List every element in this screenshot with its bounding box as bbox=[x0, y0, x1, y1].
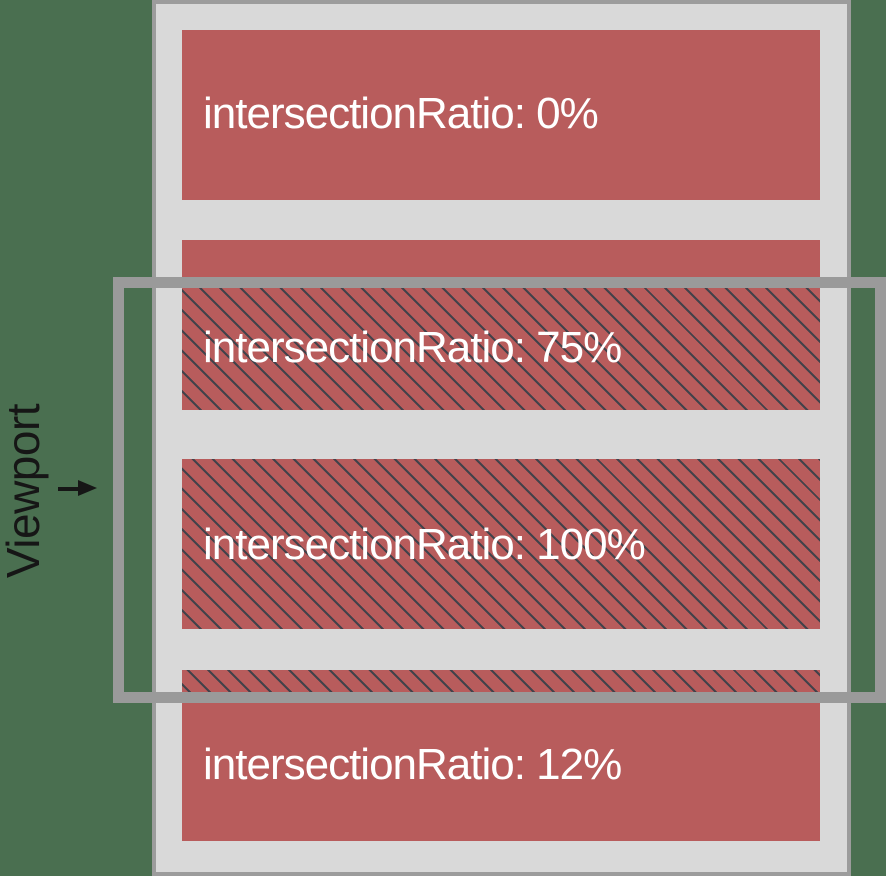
target-box-75: intersectionRatio: 75% bbox=[182, 240, 820, 410]
intersection-ratio-label: intersectionRatio: 75% bbox=[203, 323, 622, 372]
arrow-head bbox=[78, 480, 97, 496]
arrow-shaft bbox=[58, 486, 80, 491]
viewport-rect bbox=[113, 277, 886, 703]
intersection-ratio-label: intersectionRatio: 12% bbox=[203, 740, 622, 789]
arrow-right-icon bbox=[58, 480, 98, 496]
intersection-hatch-area bbox=[182, 459, 820, 629]
target-box-100: intersectionRatio: 100% bbox=[182, 459, 820, 629]
intersection-ratio-label: intersectionRatio: 100% bbox=[203, 520, 646, 569]
viewport-label: Viewport bbox=[0, 403, 49, 579]
intersection-hatch-area bbox=[182, 277, 820, 410]
intersection-ratio-label: intersectionRatio: 0% bbox=[203, 89, 599, 138]
target-box-0: intersectionRatio: 0% bbox=[182, 30, 820, 200]
scrollable-page: intersectionRatio: 0% intersectionRatio:… bbox=[152, 0, 851, 876]
